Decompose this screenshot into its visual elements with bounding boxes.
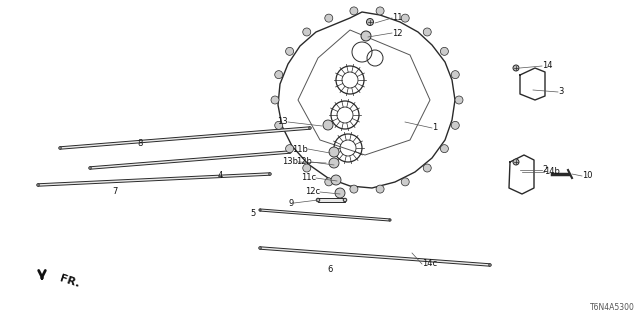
Text: 12b: 12b <box>296 157 312 166</box>
Polygon shape <box>60 127 310 149</box>
Circle shape <box>331 175 341 185</box>
Ellipse shape <box>289 151 291 153</box>
Text: 14: 14 <box>542 61 552 70</box>
Circle shape <box>455 96 463 104</box>
Text: 12c: 12c <box>305 188 320 196</box>
Ellipse shape <box>259 247 261 249</box>
Ellipse shape <box>389 219 391 221</box>
Circle shape <box>440 47 449 55</box>
Text: 2: 2 <box>542 165 547 174</box>
Circle shape <box>323 120 333 130</box>
Text: 13b: 13b <box>282 157 298 166</box>
Text: 4: 4 <box>218 171 223 180</box>
Text: 3: 3 <box>558 87 563 97</box>
Circle shape <box>350 185 358 193</box>
Ellipse shape <box>308 127 311 129</box>
Text: 1: 1 <box>432 124 437 132</box>
Text: 11c: 11c <box>301 173 316 182</box>
Text: 13: 13 <box>277 117 288 126</box>
Text: 8: 8 <box>138 140 143 148</box>
Polygon shape <box>38 173 270 186</box>
Text: 9: 9 <box>289 198 294 207</box>
Polygon shape <box>318 198 345 202</box>
Text: 12: 12 <box>392 28 403 37</box>
Circle shape <box>285 145 294 153</box>
Polygon shape <box>260 209 390 221</box>
Circle shape <box>329 158 339 168</box>
Text: FR.: FR. <box>58 273 81 289</box>
Circle shape <box>423 28 431 36</box>
Ellipse shape <box>269 173 271 175</box>
Ellipse shape <box>259 209 261 211</box>
Circle shape <box>451 121 460 129</box>
Polygon shape <box>260 247 490 266</box>
Circle shape <box>401 178 409 186</box>
Circle shape <box>324 14 333 22</box>
Circle shape <box>271 96 279 104</box>
Text: 11b: 11b <box>292 145 308 154</box>
Text: 11: 11 <box>392 13 403 22</box>
Text: T6N4A5300: T6N4A5300 <box>590 303 635 312</box>
Ellipse shape <box>489 264 492 266</box>
Polygon shape <box>90 151 290 169</box>
Circle shape <box>335 188 345 198</box>
Circle shape <box>401 14 409 22</box>
Text: 7: 7 <box>112 188 118 196</box>
Ellipse shape <box>36 184 39 186</box>
Circle shape <box>275 121 283 129</box>
Circle shape <box>367 19 374 26</box>
Circle shape <box>303 164 311 172</box>
Circle shape <box>440 145 449 153</box>
Circle shape <box>350 7 358 15</box>
Circle shape <box>329 147 339 157</box>
Circle shape <box>423 164 431 172</box>
Circle shape <box>285 47 294 55</box>
Ellipse shape <box>89 167 92 169</box>
Circle shape <box>303 28 311 36</box>
Text: 5: 5 <box>250 210 255 219</box>
Text: 14b: 14b <box>544 167 560 177</box>
Circle shape <box>361 31 371 41</box>
Circle shape <box>513 65 519 71</box>
Circle shape <box>376 185 384 193</box>
Ellipse shape <box>343 198 347 202</box>
Circle shape <box>451 71 460 79</box>
Ellipse shape <box>316 198 320 202</box>
Text: 14c: 14c <box>422 260 437 268</box>
Circle shape <box>376 7 384 15</box>
Ellipse shape <box>59 147 61 149</box>
Circle shape <box>513 159 519 165</box>
Text: 10: 10 <box>582 172 593 180</box>
Circle shape <box>275 71 283 79</box>
Text: 6: 6 <box>327 266 333 275</box>
Circle shape <box>324 178 333 186</box>
